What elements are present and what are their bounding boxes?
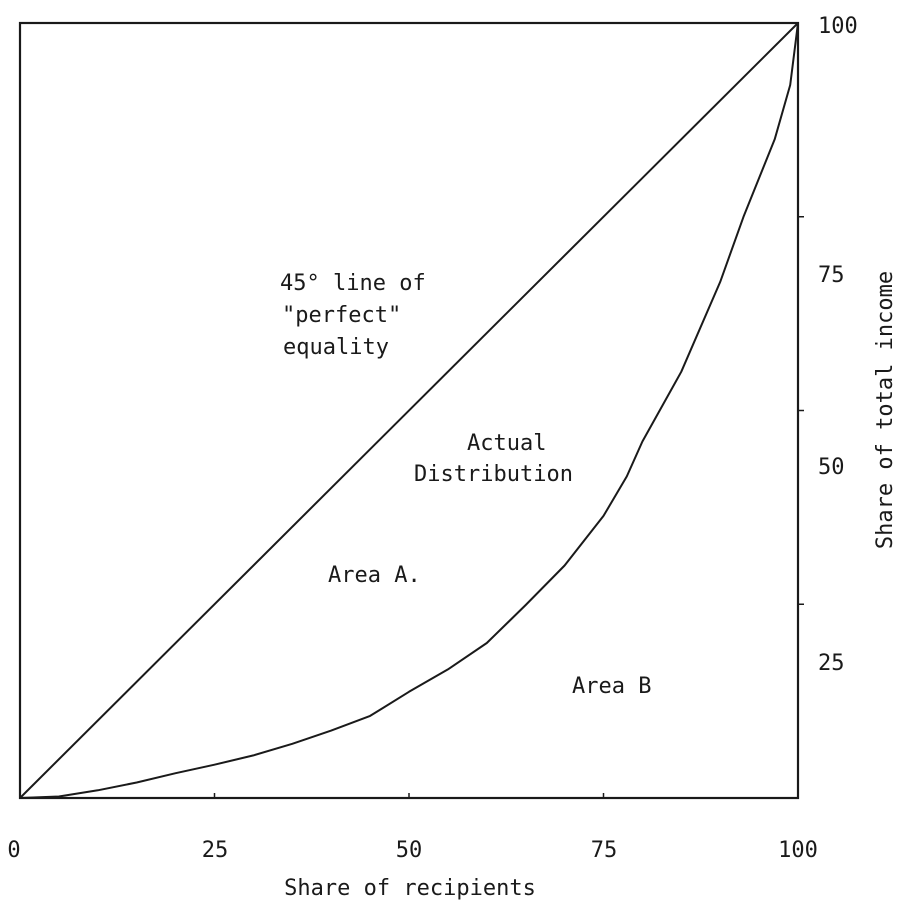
actual-distribution-annotation: Distribution	[414, 462, 573, 487]
area-b-label: Area B	[572, 674, 651, 699]
series-layer	[19, 22, 799, 799]
tick-marks	[213, 216, 804, 798]
y-tick-label: 100	[818, 14, 858, 39]
x-tick-label: 25	[202, 838, 229, 863]
y-axis-title: Share of total income	[873, 271, 898, 549]
x-tick-label: 0	[7, 838, 20, 863]
actual-distribution-curve	[19, 22, 799, 799]
y-tick-label: 75	[818, 263, 845, 288]
x-tick-label: 75	[591, 838, 618, 863]
x-axis-title: Share of recipients	[284, 876, 536, 901]
equality-annotation: equality	[283, 335, 389, 360]
y-tick-label: 50	[818, 455, 845, 480]
x-tick-label: 100	[778, 838, 818, 863]
y-tick-label: 25	[818, 651, 845, 676]
x-tick-label: 50	[396, 838, 423, 863]
equality-annotation: "perfect"	[282, 303, 401, 328]
area-a-label: Area A.	[328, 563, 421, 588]
equality-line	[19, 22, 799, 799]
actual-distribution-annotation: Actual	[467, 431, 546, 456]
equality-annotation: 45° line of	[280, 271, 426, 296]
